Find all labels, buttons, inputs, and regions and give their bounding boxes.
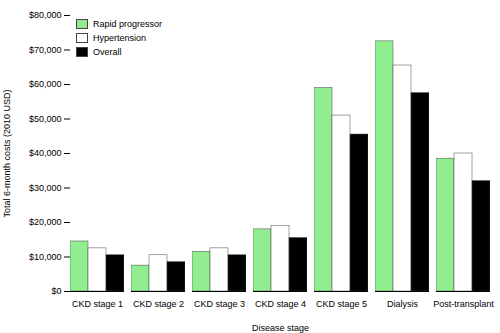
svg-text:$40,000: $40,000 <box>29 148 62 158</box>
html-text:Overall: Overall <box>93 47 122 57</box>
svg-text:CKD stage 1: CKD stage 1 <box>72 299 123 309</box>
svg-text:$30,000: $30,000 <box>29 183 62 193</box>
svg-text:$10,000: $10,000 <box>29 252 62 262</box>
html-text:Hypertension: Hypertension <box>93 33 146 43</box>
html-text:Rapid progressor: Rapid progressor <box>93 19 162 29</box>
svg-text:$0: $0 <box>51 286 61 296</box>
svg-text:$20,000: $20,000 <box>29 217 62 227</box>
svg-text:$60,000: $60,000 <box>29 79 62 89</box>
svg-text:Disease stage: Disease stage <box>252 323 309 333</box>
svg-text:Dialysis: Dialysis <box>387 299 419 309</box>
svg-text:CKD stage 5: CKD stage 5 <box>316 299 367 309</box>
svg-text:$70,000: $70,000 <box>29 45 62 55</box>
svg-text:Total 6-month costs (2010 USD): Total 6-month costs (2010 USD) <box>2 89 12 217</box>
svg-text:CKD stage 3: CKD stage 3 <box>194 299 245 309</box>
svg-text:$50,000: $50,000 <box>29 114 62 124</box>
svg-text:CKD stage 4: CKD stage 4 <box>255 299 306 309</box>
svg-text:CKD stage 2: CKD stage 2 <box>133 299 184 309</box>
svg-text:$80,000: $80,000 <box>29 10 62 20</box>
svg-text:Post-transplant: Post-transplant <box>433 299 494 309</box>
